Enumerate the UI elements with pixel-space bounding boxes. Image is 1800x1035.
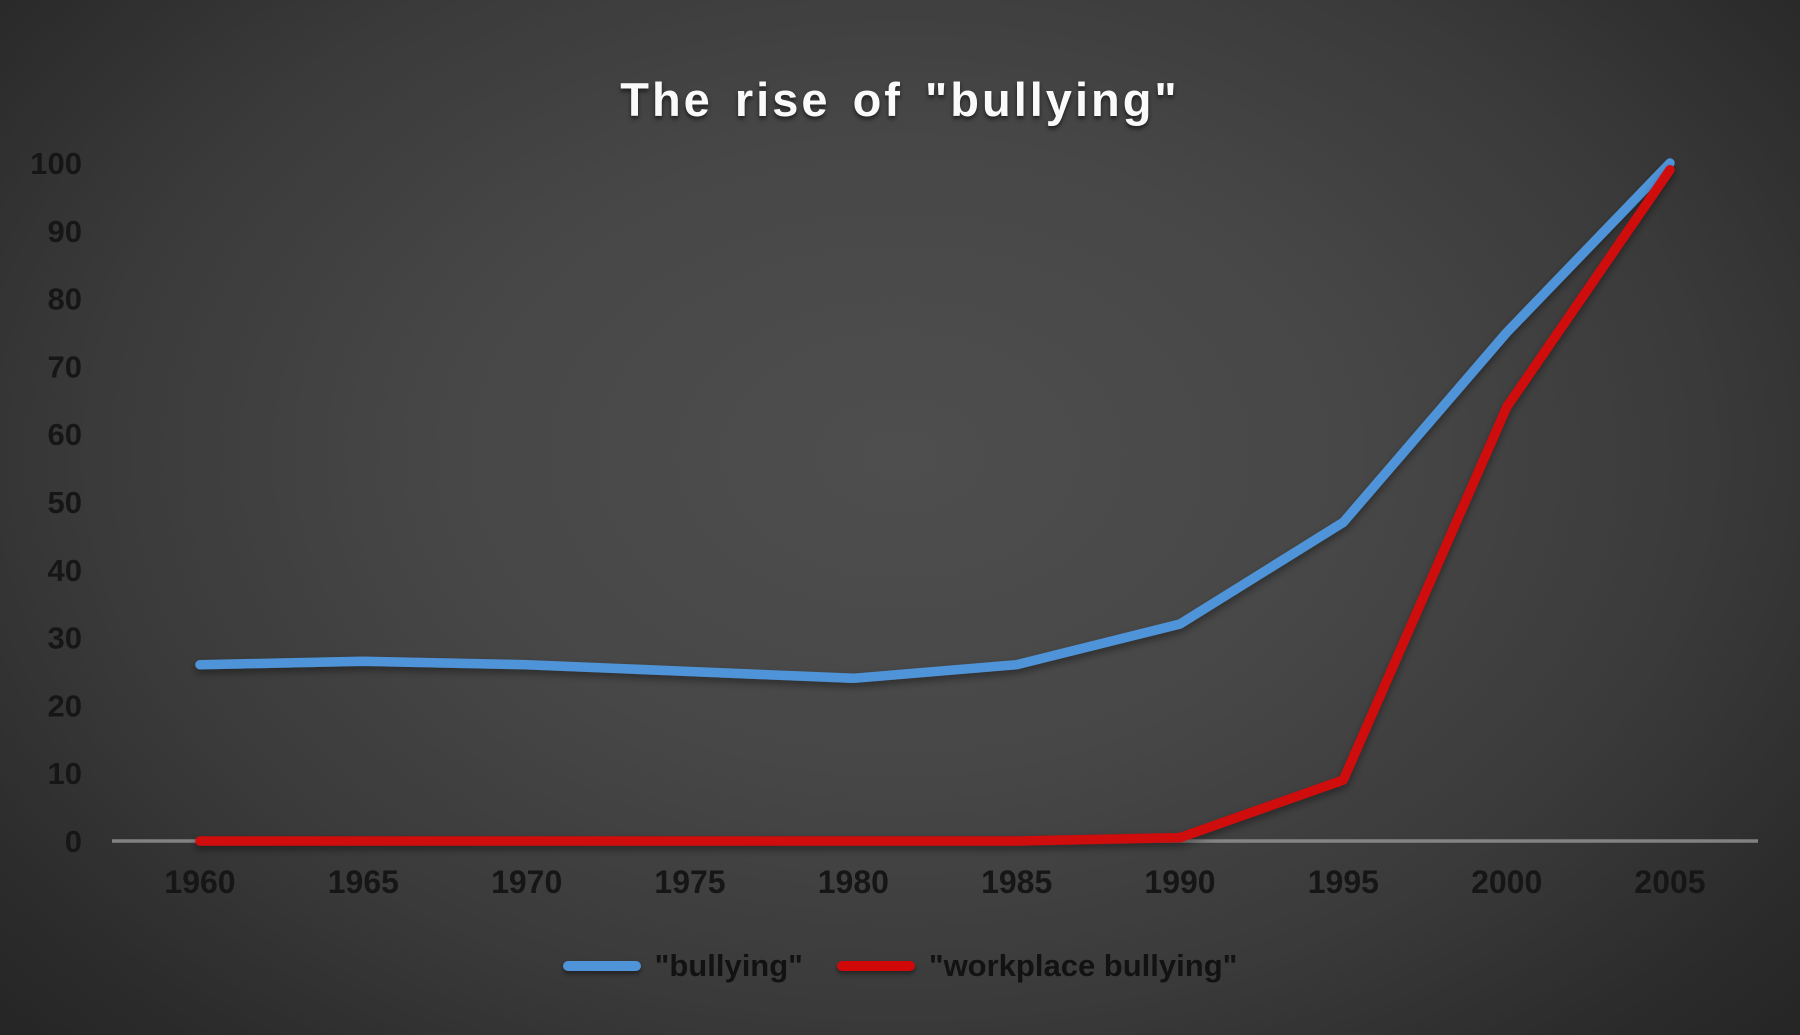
bullying-line-swatch-icon xyxy=(562,961,641,971)
y-axis-tick-label: 50 xyxy=(48,485,82,520)
y-axis-tick-label: 90 xyxy=(48,214,82,249)
y-axis-tick-label: 0 xyxy=(65,824,82,859)
y-axis-tick-label: 70 xyxy=(48,349,82,384)
y-axis-tick-label: 60 xyxy=(48,417,82,452)
x-axis-tick-label: 1965 xyxy=(328,864,399,900)
y-axis-tick-label: 20 xyxy=(48,688,82,723)
y-axis-tick-label: 80 xyxy=(48,282,82,317)
y-axis-tick-label: 30 xyxy=(48,621,82,656)
x-axis-tick-label: 1980 xyxy=(818,864,889,900)
y-axis-tick-label: 40 xyxy=(48,553,82,588)
x-axis-tick-label: 1990 xyxy=(1144,864,1215,900)
x-axis-tick-label: 1960 xyxy=(164,864,235,900)
x-axis-tick-label: 1970 xyxy=(491,864,562,900)
y-axis-tick-label: 100 xyxy=(30,146,82,181)
legend-label-workplace-bullying: "workplace bullying" xyxy=(928,948,1238,983)
workplace-bullying-line-swatch-icon xyxy=(836,961,915,971)
legend-label-bullying: "bullying" xyxy=(654,948,803,983)
x-axis-tick-label: 2000 xyxy=(1471,864,1542,900)
legend-item-bullying: "bullying" xyxy=(562,948,803,984)
x-axis-tick-label: 1985 xyxy=(981,864,1052,900)
x-axis-tick-label: 2005 xyxy=(1634,864,1705,900)
x-axis-tick-label: 1995 xyxy=(1308,864,1379,900)
series-line-workplace-bullying xyxy=(195,165,1675,846)
x-axis-tick-label: 1975 xyxy=(654,864,725,900)
legend-item-workplace-bullying: "workplace bullying" xyxy=(836,948,1238,984)
series-line-bullying xyxy=(195,158,1675,684)
y-axis-tick-label: 10 xyxy=(48,756,82,791)
chart-legend: "bullying" "workplace bullying" xyxy=(0,948,1800,984)
chart-title: The rise of "bullying" xyxy=(620,73,1180,126)
